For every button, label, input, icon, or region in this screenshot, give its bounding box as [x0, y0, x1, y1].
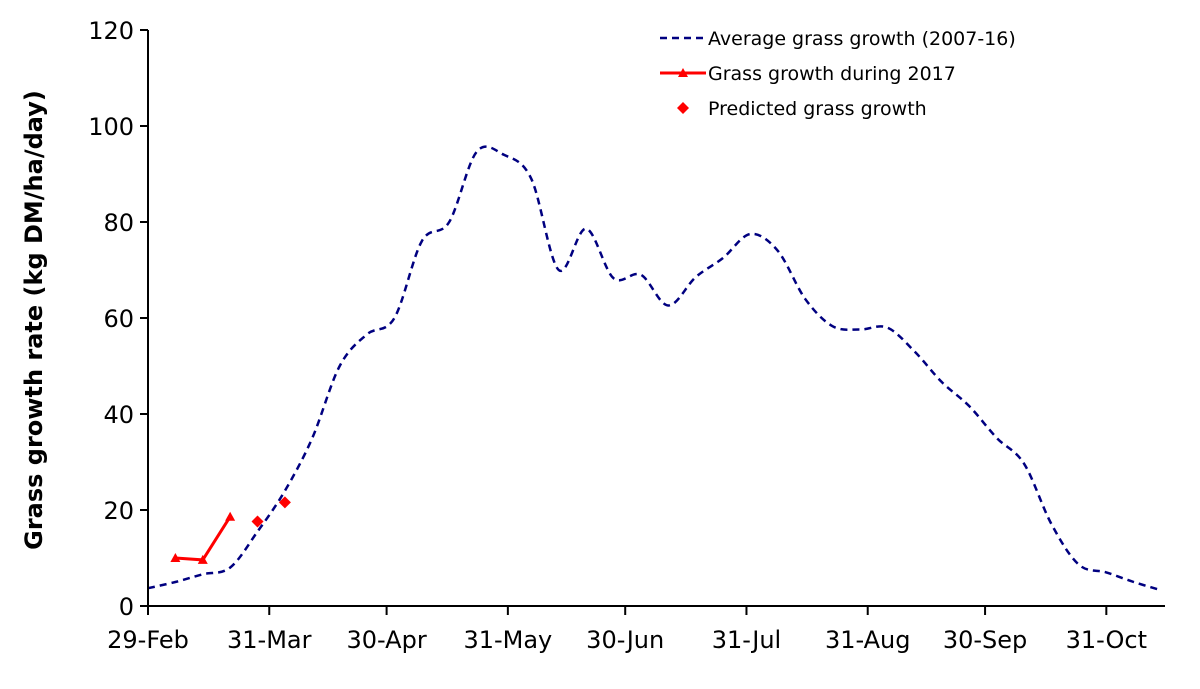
legend-2017-label: Grass growth during 2017 — [708, 63, 956, 85]
legend: Average grass growth (2007-16) Grass grow… — [660, 28, 1016, 120]
series-2017-point — [170, 553, 181, 562]
y-tick-label: 80 — [103, 209, 134, 237]
series-average-line — [147, 145, 1162, 592]
series-2017-line — [175, 515, 232, 562]
x-tick-label: 29-Feb — [107, 626, 189, 654]
x-tick-label: 31-Oct — [1066, 626, 1147, 654]
legend-average-label: Average grass growth (2007-16) — [708, 28, 1016, 50]
series-2017-point — [197, 554, 208, 564]
y-tick-label: 60 — [103, 305, 134, 333]
x-tick-label: 31-May — [463, 626, 552, 654]
x-axis: 29-Feb 31-Mar 30-Apr 31-May 30-Jun 31-Jul 31-A… — [107, 605, 1165, 654]
series-predicted-point — [278, 496, 291, 509]
x-tick-label: 31-Aug — [825, 626, 911, 654]
y-axis: 0 20 40 60 80 100 120 — [88, 17, 149, 621]
y-tick-label: 40 — [103, 401, 134, 429]
y-tick-label: 20 — [103, 497, 134, 525]
y-tick-label: 120 — [88, 17, 134, 45]
x-tick-label: 30-Apr — [347, 626, 427, 654]
x-tick-label: 31-Jul — [712, 626, 782, 654]
legend-2017-marker — [678, 68, 688, 77]
series-predicted-point — [251, 515, 264, 528]
legend-predicted-label: Predicted grass growth — [708, 98, 927, 120]
x-tick-label: 30-Jun — [586, 626, 664, 654]
x-tick-label: 30-Sep — [943, 626, 1027, 654]
series-2017-point — [225, 511, 236, 521]
y-axis-title: Grass growth rate (kg DM/ha/day) — [20, 90, 48, 550]
x-tick-label: 31-Mar — [227, 626, 312, 654]
y-tick-label: 0 — [119, 593, 134, 621]
legend-predicted-marker — [677, 102, 689, 114]
y-tick-label: 100 — [88, 113, 134, 141]
plot-area — [147, 145, 1162, 592]
